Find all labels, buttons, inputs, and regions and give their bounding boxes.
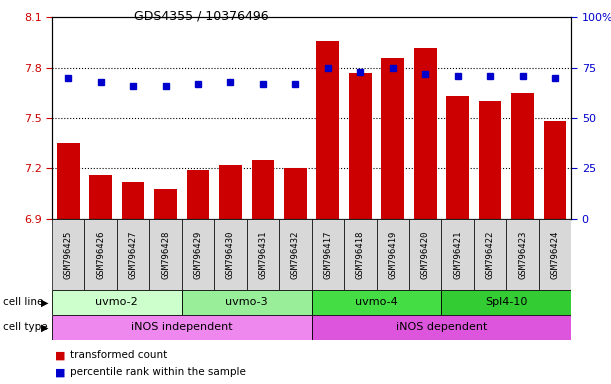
Bar	[312, 290, 442, 315]
Bar	[89, 175, 112, 219]
Bar	[544, 121, 566, 219]
Text: GSM796425: GSM796425	[64, 230, 73, 278]
Bar	[446, 96, 469, 219]
Text: GSM796426: GSM796426	[96, 230, 105, 278]
Bar	[279, 219, 312, 290]
Text: cell type: cell type	[3, 322, 48, 333]
Bar	[349, 73, 371, 219]
Text: GSM796420: GSM796420	[421, 230, 430, 278]
Text: iNOS dependent: iNOS dependent	[396, 322, 487, 333]
Bar	[247, 219, 279, 290]
Bar	[409, 219, 442, 290]
Text: GSM796429: GSM796429	[194, 230, 202, 278]
Bar	[381, 58, 404, 219]
Bar	[52, 219, 84, 290]
Text: ■: ■	[55, 367, 65, 377]
Bar	[316, 41, 339, 219]
Text: uvmo-3: uvmo-3	[225, 297, 268, 308]
Bar	[507, 219, 539, 290]
Bar	[52, 290, 182, 315]
Text: transformed count: transformed count	[70, 350, 167, 360]
Text: GSM796417: GSM796417	[323, 230, 332, 278]
Text: GSM796418: GSM796418	[356, 230, 365, 278]
Bar	[442, 219, 474, 290]
Bar	[511, 93, 534, 219]
Text: GSM796431: GSM796431	[258, 230, 268, 278]
Bar	[122, 182, 144, 219]
Text: GSM796419: GSM796419	[388, 230, 397, 278]
Bar	[182, 290, 312, 315]
Bar	[442, 290, 571, 315]
Bar	[154, 189, 177, 219]
Bar	[344, 219, 376, 290]
Text: GSM796432: GSM796432	[291, 230, 300, 278]
Text: iNOS independent: iNOS independent	[131, 322, 233, 333]
Bar	[84, 219, 117, 290]
Text: GDS4355 / 10376496: GDS4355 / 10376496	[134, 10, 269, 23]
Text: uvmo-4: uvmo-4	[355, 297, 398, 308]
Bar	[312, 219, 344, 290]
Text: Spl4-10: Spl4-10	[485, 297, 527, 308]
Text: cell line: cell line	[3, 297, 43, 308]
Bar	[182, 219, 214, 290]
Text: ■: ■	[55, 350, 65, 360]
Text: GSM796422: GSM796422	[486, 230, 495, 278]
Bar	[479, 101, 502, 219]
Text: GSM796430: GSM796430	[226, 230, 235, 278]
Text: ▶: ▶	[41, 322, 48, 333]
Bar	[52, 315, 312, 340]
Bar	[57, 143, 79, 219]
Bar	[284, 169, 307, 219]
Bar	[252, 160, 274, 219]
Bar	[117, 219, 149, 290]
Text: GSM796421: GSM796421	[453, 230, 462, 278]
Text: GSM796427: GSM796427	[128, 230, 137, 278]
Text: uvmo-2: uvmo-2	[95, 297, 138, 308]
Bar	[414, 48, 437, 219]
Bar	[474, 219, 507, 290]
Bar	[312, 315, 571, 340]
Bar	[539, 219, 571, 290]
Text: GSM796423: GSM796423	[518, 230, 527, 278]
Text: percentile rank within the sample: percentile rank within the sample	[70, 367, 246, 377]
Bar	[376, 219, 409, 290]
Text: GSM796428: GSM796428	[161, 230, 170, 278]
Text: GSM796424: GSM796424	[551, 230, 560, 278]
Bar	[186, 170, 210, 219]
Bar	[219, 165, 242, 219]
Bar	[214, 219, 247, 290]
Bar	[149, 219, 182, 290]
Text: ▶: ▶	[41, 297, 48, 308]
